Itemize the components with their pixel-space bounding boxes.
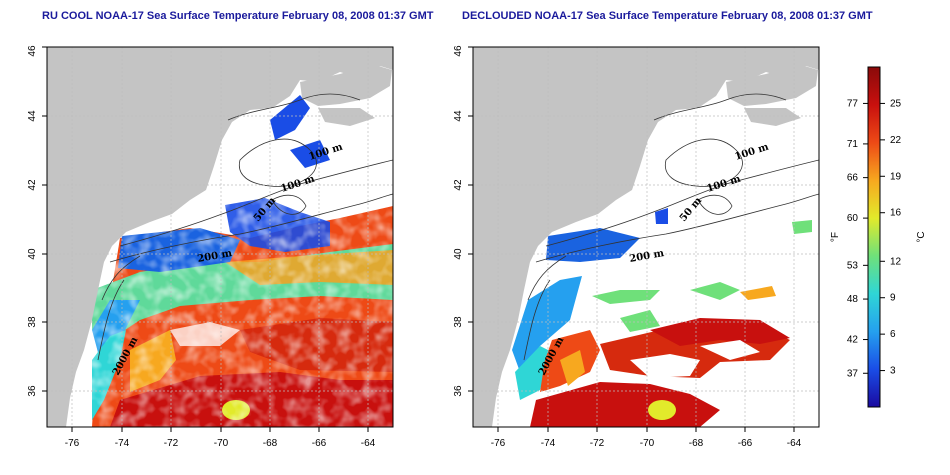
- left-x-tick-label: -70: [214, 438, 229, 449]
- right-map-title: DECLOUDED NOAA-17 Sea Surface Temperatur…: [462, 10, 873, 22]
- left-y-tick-label: 46: [27, 45, 38, 57]
- fahrenheit-tick-label: 77: [847, 98, 859, 109]
- colorbar-gradient: [867, 66, 881, 408]
- right-y-tick-label: 44: [453, 110, 464, 122]
- left-x-tick-label: -72: [164, 438, 179, 449]
- fahrenheit-scale: 77 71 66 60 53 48 42 37: [847, 98, 868, 379]
- right-x-tick-label: -64: [787, 438, 802, 449]
- left-x-axis: -76 -74 -72 -70 -68 -66 -64: [65, 427, 376, 449]
- left-x-tick-label: -66: [312, 438, 327, 449]
- right-x-tick-label: -66: [738, 438, 753, 449]
- left-y-tick-label: 36: [27, 385, 38, 397]
- fahrenheit-tick-label: 42: [847, 335, 859, 346]
- celsius-unit-label: °C: [916, 231, 927, 242]
- left-y-tick-label: 44: [27, 110, 38, 122]
- celsius-tick-label: 3: [890, 366, 896, 377]
- left-y-tick-label: 42: [27, 179, 38, 191]
- right-y-tick-label: 36: [453, 385, 464, 397]
- right-grid: [473, 47, 819, 427]
- right-x-axis: -76 -74 -72 -70 -68 -66 -64: [491, 427, 802, 449]
- celsius-tick-label: 16: [890, 208, 902, 219]
- right-y-axis: 36 38 40 42 44 46: [453, 45, 473, 397]
- right-shelf-cold-water: [546, 228, 640, 262]
- celsius-tick-label: 19: [890, 171, 902, 182]
- right-y-tick-label: 46: [453, 45, 464, 57]
- left-x-tick-label: -76: [65, 438, 80, 449]
- celsius-tick-label: 9: [890, 293, 896, 304]
- left-land-mass: [47, 47, 393, 427]
- right-map-frame: [472, 46, 820, 428]
- right-x-tick-label: -70: [640, 438, 655, 449]
- left-y-tick-label: 40: [27, 248, 38, 260]
- right-y-tick-label: 42: [453, 179, 464, 191]
- fahrenheit-tick-label: 48: [847, 294, 859, 305]
- fahrenheit-tick-label: 37: [847, 368, 859, 379]
- celsius-tick-label: 12: [890, 256, 902, 267]
- fahrenheit-tick-label: 66: [847, 173, 859, 184]
- right-land-mass: [473, 47, 819, 427]
- right-x-tick-label: -72: [590, 438, 605, 449]
- left-map-frame: [46, 46, 394, 428]
- left-y-axis: 36 38 40 42 44 46: [27, 45, 47, 397]
- fahrenheit-tick-label: 60: [847, 213, 859, 224]
- celsius-tick-label: 22: [890, 135, 902, 146]
- celsius-scale: 25 22 19 16 12 9 6 3: [880, 98, 902, 377]
- left-map-title: RU COOL NOAA-17 Sea Surface Temperature …: [42, 10, 434, 22]
- left-x-tick-label: -64: [361, 438, 376, 449]
- left-x-tick-label: -74: [115, 438, 130, 449]
- celsius-tick-label: 6: [890, 329, 896, 340]
- left-grid: [47, 47, 393, 427]
- right-warm-eddy: [648, 400, 676, 420]
- right-x-tick-label: -74: [541, 438, 556, 449]
- right-y-tick-label: 40: [453, 248, 464, 260]
- left-y-tick-label: 38: [27, 316, 38, 328]
- fahrenheit-unit-label: °F: [830, 232, 841, 242]
- right-x-tick-label: -76: [491, 438, 506, 449]
- celsius-tick-label: 25: [890, 98, 902, 109]
- left-x-tick-label: -68: [263, 438, 278, 449]
- right-y-tick-label: 38: [453, 316, 464, 328]
- right-x-tick-label: -68: [689, 438, 704, 449]
- fahrenheit-tick-label: 71: [847, 139, 859, 150]
- fahrenheit-tick-label: 53: [847, 260, 859, 271]
